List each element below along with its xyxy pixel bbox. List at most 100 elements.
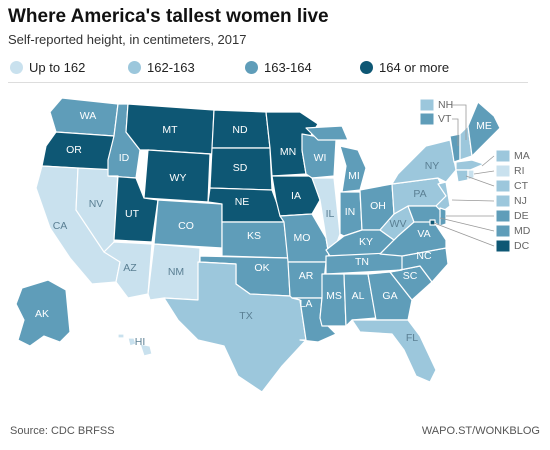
label-nh: NH (438, 99, 453, 111)
box-md[interactable] (495, 224, 511, 238)
legend-label: 162-163 (147, 60, 195, 75)
legend: Up to 162 162-163 163-164 164 or more (8, 56, 528, 83)
label-mo: MO (294, 232, 311, 244)
label-wv: WV (390, 218, 407, 230)
label-nc: NC (416, 250, 432, 262)
legend-swatch (245, 61, 258, 74)
label-ct: CT (514, 180, 529, 192)
state-dc[interactable] (429, 219, 436, 226)
state-me[interactable] (467, 101, 501, 157)
legend-swatch (128, 61, 141, 74)
legend-swatch (10, 61, 23, 74)
label-in: IN (345, 206, 356, 218)
label-sd: SD (233, 162, 248, 174)
label-ri: RI (514, 165, 525, 177)
legend-item-up-to-162: Up to 162 (10, 60, 85, 75)
leader-dc (433, 222, 495, 247)
chart-subtitle: Self-reported height, in centimeters, 20… (8, 32, 247, 47)
label-il: IL (326, 208, 335, 220)
label-wy: WY (170, 172, 187, 184)
label-oh: OH (370, 200, 386, 212)
leader-nh (452, 104, 467, 140)
state-al[interactable] (343, 273, 377, 327)
label-ne: NE (235, 196, 250, 208)
legend-item-164-or-more: 164 or more (360, 60, 449, 75)
label-ms: MS (326, 290, 342, 302)
legend-label: 163-164 (264, 60, 312, 75)
label-ia: IA (291, 190, 301, 202)
label-co: CO (178, 220, 194, 232)
label-tx: TX (239, 310, 252, 322)
label-ak: AK (35, 308, 49, 320)
label-or: OR (66, 144, 82, 156)
label-ny: NY (425, 160, 440, 172)
leader-ma (481, 155, 495, 167)
us-map: WA OR CA NV ID MT WY UT AZ CO NM ND SD N… (15, 97, 531, 393)
label-ar: AR (299, 270, 314, 282)
label-mt: MT (162, 124, 178, 136)
label-nd: ND (232, 124, 248, 136)
label-id: ID (119, 152, 130, 164)
label-ok: OK (254, 262, 269, 274)
label-fl: FL (406, 332, 418, 344)
label-al: AL (352, 290, 365, 302)
label-ma: MA (514, 150, 530, 162)
legend-label: 164 or more (379, 60, 450, 75)
source-note: Source: CDC BRFSS (10, 425, 115, 437)
state-ut[interactable] (107, 175, 159, 243)
label-me: ME (476, 120, 492, 132)
state-az[interactable] (103, 241, 153, 299)
state-ma[interactable] (455, 159, 485, 171)
label-ca: CA (53, 220, 68, 232)
label-va: VA (417, 228, 430, 240)
state-ak[interactable] (15, 279, 71, 347)
label-nv: NV (89, 198, 104, 210)
label-la: LA (300, 298, 313, 310)
box-nh[interactable] (419, 98, 435, 112)
label-de: DE (514, 210, 529, 222)
label-ut: UT (125, 208, 140, 220)
label-ga: GA (382, 290, 397, 302)
box-vt[interactable] (419, 112, 435, 126)
label-tn: TN (355, 256, 369, 268)
legend-item-163-164: 163-164 (245, 60, 312, 75)
state-hi[interactable] (117, 333, 153, 357)
label-sc: SC (403, 270, 418, 282)
label-pa: PA (413, 188, 426, 200)
box-ct[interactable] (495, 179, 511, 193)
state-fl[interactable] (351, 319, 437, 383)
label-ky: KY (359, 236, 373, 248)
label-mi: MI (348, 170, 360, 182)
legend-swatch (360, 61, 373, 74)
label-mn: MN (280, 146, 296, 158)
label-vt: VT (438, 113, 452, 125)
state-tx[interactable] (163, 261, 307, 393)
label-wi: WI (314, 152, 327, 164)
label-ks: KS (247, 230, 261, 242)
legend-item-162-163: 162-163 (128, 60, 195, 75)
state-ga[interactable] (367, 271, 413, 321)
label-wa: WA (80, 110, 97, 122)
box-dc[interactable] (495, 239, 511, 253)
box-ma[interactable] (495, 149, 511, 163)
leader-ct (465, 175, 495, 187)
leader-ri (473, 170, 495, 175)
label-nm: NM (168, 266, 184, 278)
state-ny[interactable] (391, 139, 457, 185)
leader-vt (452, 118, 459, 146)
credit-link: WAPO.ST/WONKBLOG (421, 425, 540, 437)
leader-md (439, 217, 495, 232)
label-md: MD (514, 225, 531, 237)
box-nj[interactable] (495, 194, 511, 208)
label-dc: DC (514, 240, 530, 252)
box-ri[interactable] (495, 164, 511, 178)
legend-label: Up to 162 (29, 60, 86, 75)
state-de[interactable] (439, 207, 447, 227)
leader-nj (451, 199, 495, 202)
box-de[interactable] (495, 209, 511, 223)
chart-title: Where America's tallest women live (8, 6, 329, 27)
label-hi: HI (135, 336, 146, 348)
label-nj: NJ (514, 195, 527, 207)
label-az: AZ (123, 262, 137, 274)
state-nc[interactable] (389, 247, 449, 283)
